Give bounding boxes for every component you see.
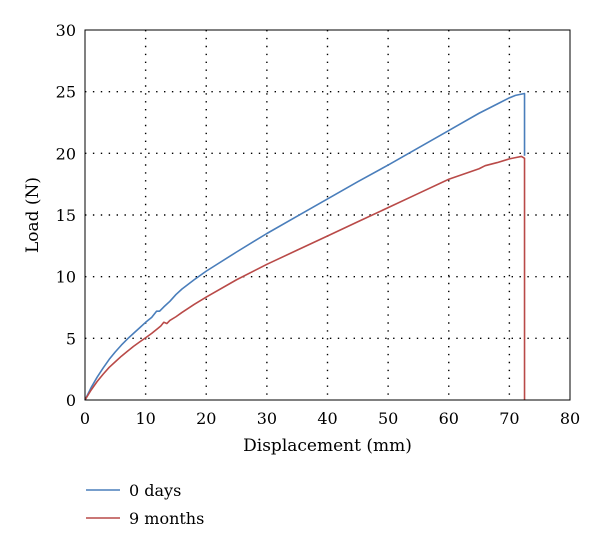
legend-label-2: 9 months [129, 509, 204, 528]
y-tick-label: 25 [56, 83, 76, 102]
x-tick-label: 30 [257, 409, 277, 428]
x-tick-label: 60 [439, 409, 459, 428]
y-tick-label: 20 [56, 144, 76, 163]
y-tick-label: 5 [66, 329, 76, 348]
series-lines [84, 92, 526, 401]
y-tick-label: 15 [56, 206, 76, 225]
plot-frame [84, 29, 571, 401]
x-axis-label: Displacement (mm) [243, 436, 412, 456]
x-tick-label: 20 [196, 409, 216, 428]
y-tick-label: 30 [56, 21, 76, 40]
y-axis-label: Load (N) [23, 177, 43, 253]
x-tick-label: 0 [80, 409, 90, 428]
x-tick-label: 80 [560, 409, 580, 428]
x-tick-label: 10 [135, 409, 155, 428]
y-tick-label: 0 [66, 391, 76, 410]
axis-ticks: 0 10 20 30 40 50 60 70 80 0 5 10 15 20 25 30 [56, 21, 581, 428]
x-tick-label: 50 [378, 409, 398, 428]
grid [85, 30, 570, 400]
y-tick-label: 10 [56, 268, 76, 287]
series-line-1 [84, 92, 526, 401]
series-line-2 [84, 155, 526, 401]
x-tick-label: 70 [499, 409, 519, 428]
x-tick-label: 40 [317, 409, 337, 428]
legend-label-1: 0 days [129, 481, 181, 500]
legend: 0 days 9 months [86, 481, 204, 528]
